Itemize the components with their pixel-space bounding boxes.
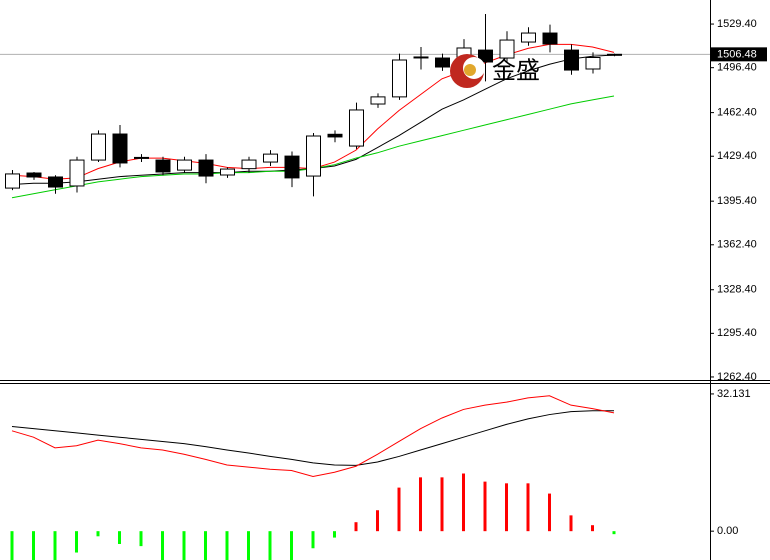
watermark-text: 金盛 — [492, 57, 540, 84]
histogram-bar — [526, 483, 530, 532]
histogram-bar — [225, 531, 229, 560]
histogram-bar — [75, 531, 78, 553]
candle-body — [241, 159, 257, 170]
y-tick-label: 1496.40 — [717, 62, 757, 74]
candle-body — [521, 32, 536, 43]
y-tick-label: 32.131 — [717, 388, 751, 400]
histogram-bar — [397, 487, 401, 532]
candle-body — [284, 155, 300, 179]
histogram-bar — [569, 515, 573, 532]
candle-body — [91, 133, 106, 161]
candle-body — [155, 159, 171, 173]
y-tick-label: 1262.40 — [717, 371, 757, 383]
candle-body — [607, 53, 622, 56]
candle-body — [306, 135, 321, 177]
histogram-bar — [161, 531, 164, 560]
y-tick-label: 0.00 — [717, 525, 738, 537]
candle-body — [220, 168, 235, 176]
y-tick-label: 1529.40 — [717, 18, 757, 30]
histogram-bar — [333, 531, 336, 538]
histogram-bar — [354, 522, 358, 532]
candle-body — [370, 96, 386, 105]
macd-panel — [10, 395, 616, 560]
histogram-bar — [548, 493, 551, 532]
histogram-bar — [505, 483, 508, 532]
y-tick-label: 1362.40 — [717, 239, 757, 251]
last-price-box — [711, 47, 767, 62]
watermark: 金盛 — [450, 54, 540, 88]
histogram-bar — [462, 473, 465, 532]
last-price-label: 1506.48 — [717, 48, 757, 60]
histogram-bar — [247, 531, 250, 560]
candle-body — [263, 153, 278, 163]
candle-body — [478, 49, 493, 63]
histogram-bar — [311, 531, 315, 549]
candle-body — [5, 173, 20, 189]
histogram-bar — [591, 525, 594, 532]
histogram-bar — [290, 531, 293, 560]
histogram-bar — [440, 477, 444, 532]
candle-body — [48, 176, 63, 188]
histogram-bar — [182, 531, 186, 560]
candle-body — [198, 159, 214, 177]
candle-body — [413, 56, 429, 59]
candle-body — [499, 39, 515, 59]
histogram-bar — [419, 477, 422, 532]
histogram-bar — [139, 531, 143, 547]
y-tick-label: 1328.40 — [717, 284, 757, 296]
candle-body — [392, 59, 407, 98]
histogram-bar — [376, 510, 379, 532]
candle-body — [327, 133, 343, 138]
histogram-bar — [53, 531, 57, 560]
candle-body — [542, 32, 558, 45]
candle-body — [585, 56, 601, 70]
candle-body — [112, 133, 128, 164]
indicator-line — [11, 395, 615, 478]
histogram-bar — [96, 531, 100, 537]
histogram-bar — [204, 531, 207, 560]
candle-body — [177, 159, 192, 171]
logo — [464, 64, 476, 76]
candle-body — [69, 159, 85, 187]
candle-body — [134, 156, 149, 159]
candle-body — [26, 172, 42, 178]
y-tick-label: 1295.40 — [717, 327, 757, 339]
histogram-bar — [612, 531, 616, 535]
candle-body — [564, 49, 579, 71]
candle-body — [349, 109, 364, 147]
candle-body — [435, 57, 450, 68]
histogram-bar — [483, 481, 487, 532]
histogram-bar — [268, 531, 272, 560]
indicator-line — [11, 410, 614, 466]
y-tick-label: 1429.40 — [717, 150, 757, 162]
y-tick-label: 1395.40 — [717, 195, 757, 207]
histogram-bar — [32, 531, 35, 560]
histogram-bar — [10, 531, 14, 560]
y-tick-label: 1462.40 — [717, 107, 757, 119]
histogram-bar — [118, 531, 121, 544]
